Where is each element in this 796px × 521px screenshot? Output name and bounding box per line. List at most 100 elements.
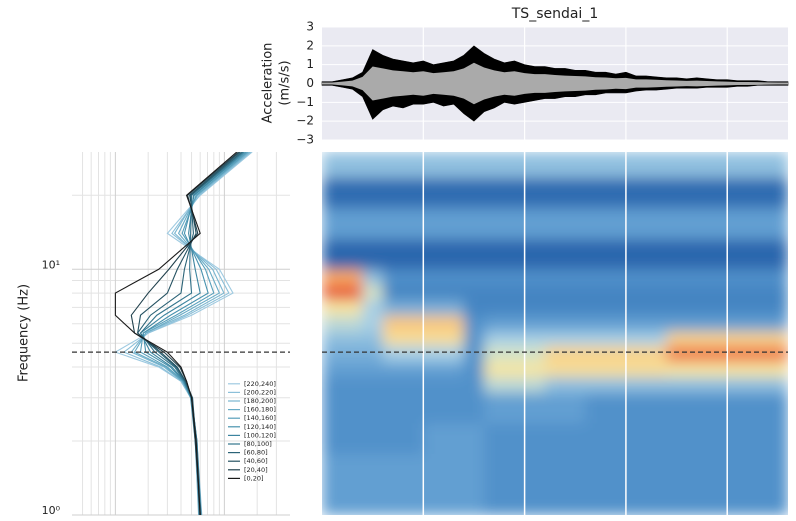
heatmap-cell <box>484 207 505 240</box>
heatmap-cell <box>524 152 546 178</box>
heatmap-cell <box>544 484 566 515</box>
heatmap-cell <box>686 177 708 209</box>
heatmap-cell <box>727 361 748 378</box>
heatmap-cell <box>403 269 424 285</box>
heatmap-cell <box>565 299 586 316</box>
heatmap-cell <box>443 315 465 332</box>
heatmap-cell <box>524 331 546 346</box>
chart-title: TS_sendai_1 <box>511 6 598 22</box>
heatmap-cell <box>747 269 769 285</box>
legend-label: [0,20] <box>244 474 264 482</box>
heatmap-cell <box>403 238 424 270</box>
heatmap-cell <box>524 315 546 332</box>
heatmap-cell <box>706 422 728 454</box>
heatmap-cell <box>524 453 546 486</box>
heatmap-cell <box>625 361 647 378</box>
heatmap-cell <box>544 238 566 270</box>
heatmap-cell <box>565 453 586 486</box>
heatmap-cell <box>605 422 627 454</box>
heatmap-cell <box>727 331 748 346</box>
heatmap-cell <box>443 299 465 316</box>
heatmap-cell <box>706 331 728 346</box>
heatmap-cell <box>544 361 566 378</box>
heatmap-cell <box>625 177 647 209</box>
heatmap-cell <box>382 207 404 240</box>
heatmap-cell <box>463 177 485 209</box>
heatmap-cell <box>686 376 708 393</box>
heatmap-cell <box>423 299 445 316</box>
heatmap-cell <box>362 269 384 285</box>
heatmap-cell <box>646 331 667 346</box>
heatmap-cell <box>706 345 728 363</box>
heatmap-cell <box>382 484 404 515</box>
heatmap-cell <box>565 284 586 301</box>
heatmap-cell <box>423 331 445 346</box>
heatmap-cell <box>382 331 404 346</box>
heatmap-cell <box>403 345 424 363</box>
heatmap-cell <box>443 238 465 270</box>
heatmap-cell <box>403 207 424 240</box>
heatmap-cell <box>706 453 728 486</box>
heatmap-cell <box>706 484 728 515</box>
heatmap-cell <box>585 152 607 178</box>
heatmap-cell <box>484 284 505 301</box>
heatmap-cell <box>767 152 788 178</box>
heatmap-cell <box>443 207 465 240</box>
heatmap-cell <box>504 177 526 209</box>
heatmap-cell <box>666 361 688 378</box>
y-axis-label: Frequency (Hz) <box>17 284 32 382</box>
heatmap-cell <box>666 238 688 270</box>
heatmap-cell <box>585 345 607 363</box>
heatmap-cell <box>767 207 788 240</box>
heatmap-cell <box>423 484 445 515</box>
heatmap-cell <box>544 392 566 424</box>
heatmap-cell <box>666 422 688 454</box>
heatmap-cell <box>646 284 667 301</box>
heatmap-cell <box>686 345 708 363</box>
heatmap-cell <box>565 152 586 178</box>
heatmap-cell <box>524 284 546 301</box>
heatmap-cell <box>504 269 526 285</box>
heatmap-cell <box>342 376 364 393</box>
legend-label: [20,40] <box>244 466 268 474</box>
heatmap-cell <box>625 299 647 316</box>
heatmap-cell <box>342 177 364 209</box>
heatmap-cell <box>322 484 343 515</box>
heatmap-cell <box>382 315 404 332</box>
heatmap-cell <box>504 238 526 270</box>
heatmap-cell <box>646 422 667 454</box>
heatmap-cell <box>666 269 688 285</box>
heatmap-cell <box>585 238 607 270</box>
heatmap-cell <box>625 453 647 486</box>
heatmap-cell <box>605 177 627 209</box>
heatmap-cell <box>686 207 708 240</box>
heatmap-cell <box>585 299 607 316</box>
heatmap-cell <box>605 331 627 346</box>
heatmap-cell <box>504 152 526 178</box>
legend-label: [80,100] <box>244 440 272 448</box>
heatmap-cell <box>322 299 343 316</box>
heatmap-cell <box>706 284 728 301</box>
heatmap-cell <box>403 284 424 301</box>
heatmap-cell <box>322 345 343 363</box>
heatmap-cell <box>747 422 769 454</box>
heatmap-cell <box>362 284 384 301</box>
heatmap-cell <box>362 238 384 270</box>
heatmap-cell <box>484 269 505 285</box>
heatmap-cell <box>585 284 607 301</box>
legend-label: [40,60] <box>244 457 268 465</box>
heatmap-cell <box>747 207 769 240</box>
heatmap-cell <box>322 315 343 332</box>
heatmap-cell <box>565 345 586 363</box>
heatmap-cell <box>727 345 748 363</box>
heatmap-cell <box>382 299 404 316</box>
heatmap-cell <box>686 422 708 454</box>
heatmap-cell <box>747 238 769 270</box>
heatmap-cell <box>463 392 485 424</box>
heatmap-cell <box>646 376 667 393</box>
heatmap-cell <box>747 315 769 332</box>
heatmap-cell <box>666 152 688 178</box>
y-axis-label: (m/s/s) <box>278 60 293 105</box>
heatmap-cell <box>362 453 384 486</box>
heatmap-cell <box>646 207 667 240</box>
